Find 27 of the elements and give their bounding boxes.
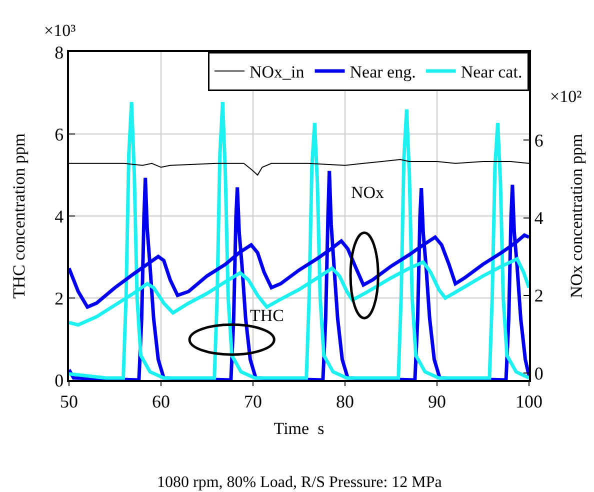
line-series: [69, 100, 529, 380]
y2-tick-label: 6: [534, 130, 544, 150]
legend-label: Near cat.: [460, 62, 522, 82]
text: ×10²: [550, 87, 582, 106]
text: ×10³: [44, 21, 76, 40]
x-tick-label: 70: [244, 391, 262, 412]
y-tick-label: 4: [54, 206, 64, 226]
y2-tick-label: 0: [534, 363, 544, 384]
legend-label: NOx_in: [250, 62, 305, 82]
y-tick-label: 2: [54, 288, 64, 308]
y-tick-label: 0: [54, 370, 64, 390]
y2-axis-title: NOx concentration ppm: [567, 134, 586, 298]
y-tick-label: 8: [54, 42, 64, 62]
annotation: THC: [250, 306, 284, 325]
text: 1080 rpm, 80% Load, R/S Pressure: 12 MPa: [157, 474, 442, 491]
legend-label: Near eng.: [350, 62, 416, 82]
y2-tick-label: 2: [534, 286, 544, 306]
x-tick-label: 90: [428, 391, 446, 412]
y2-tick-label: 4: [534, 208, 544, 228]
x-tick-label: 100: [516, 391, 542, 412]
x-tick-label: 80: [336, 391, 354, 412]
y-axis-title: THC concentration ppm: [10, 133, 28, 299]
x-tick-label: 50: [60, 391, 78, 412]
y-tick-label: 6: [54, 124, 64, 144]
x-axis-title: Time s: [274, 419, 324, 438]
annotation: NOx: [351, 183, 385, 202]
x-tick-label: 60: [152, 391, 170, 412]
